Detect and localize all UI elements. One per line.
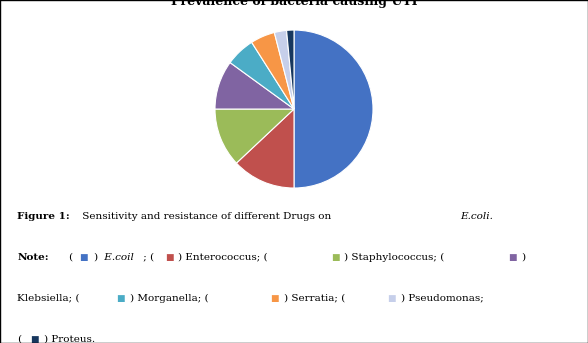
Text: ■: ■ (509, 253, 517, 262)
Text: ): ) (522, 253, 526, 262)
Wedge shape (275, 31, 294, 109)
Text: ): ) (93, 253, 98, 262)
Wedge shape (294, 30, 373, 188)
Title: Prevalence of bacteria causing UTI: Prevalence of bacteria causing UTI (171, 0, 417, 8)
Text: ■: ■ (31, 335, 39, 343)
Text: ) Morganella; (: ) Morganella; ( (131, 294, 209, 303)
Text: Sensitivity and resistance of different Drugs on: Sensitivity and resistance of different … (79, 212, 335, 221)
Text: Klebsiella; (: Klebsiella; ( (18, 294, 80, 303)
Wedge shape (230, 42, 294, 109)
Text: ■: ■ (79, 253, 88, 262)
Text: ■: ■ (165, 253, 174, 262)
Text: (: ( (68, 253, 72, 262)
Text: ■: ■ (116, 294, 125, 303)
Wedge shape (252, 33, 294, 109)
Text: ■: ■ (330, 253, 339, 262)
Text: ■: ■ (270, 294, 279, 303)
Text: ) Staphylococcus; (: ) Staphylococcus; ( (343, 253, 444, 262)
Text: Note:: Note: (18, 253, 49, 262)
Text: E.coli.: E.coli. (460, 212, 493, 221)
Text: ) Serratia; (: ) Serratia; ( (285, 294, 346, 303)
Wedge shape (215, 63, 294, 109)
Wedge shape (286, 30, 294, 109)
Text: ■: ■ (387, 294, 396, 303)
Text: E.coil: E.coil (101, 253, 134, 262)
Wedge shape (215, 109, 294, 163)
Text: (: ( (18, 335, 22, 343)
Text: ; (: ; ( (141, 253, 155, 262)
Wedge shape (236, 109, 294, 188)
Text: ) Pseudomonas;: ) Pseudomonas; (401, 294, 484, 303)
Text: ) Enterococcus; (: ) Enterococcus; ( (178, 253, 268, 262)
Text: ) Proteus.: ) Proteus. (45, 335, 96, 343)
Text: Figure 1:: Figure 1: (18, 212, 70, 221)
